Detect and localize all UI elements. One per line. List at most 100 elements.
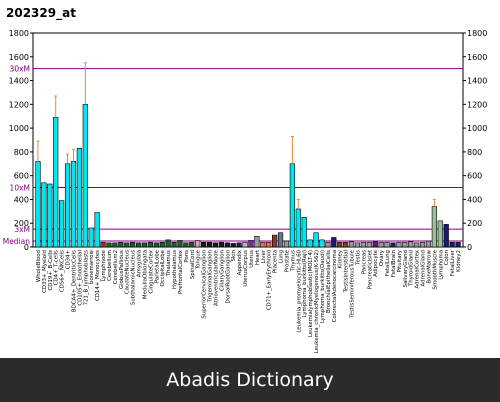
y-tick-label-left: 1400 xyxy=(9,77,29,86)
bar xyxy=(206,241,213,248)
x-tick-label: Pons xyxy=(184,250,190,263)
bar xyxy=(402,241,408,248)
x-tick-label: WholeBlood xyxy=(36,250,42,282)
bar xyxy=(135,242,142,248)
bar xyxy=(295,208,301,248)
bar xyxy=(248,240,254,248)
bar xyxy=(212,242,219,248)
x-tick-label: UterusCorpus xyxy=(243,250,249,287)
bar xyxy=(283,240,290,248)
bar xyxy=(183,242,189,248)
y-tick-label-right: 1000 xyxy=(467,124,487,133)
x-tick-label: Tongue xyxy=(196,249,202,270)
bar xyxy=(443,224,449,248)
bar xyxy=(41,182,47,248)
bar xyxy=(301,216,307,248)
x-tick-label: SubthalamicNucleus xyxy=(131,250,137,305)
bar xyxy=(124,242,130,248)
x-tick-label: Appendix xyxy=(237,249,243,275)
x-tick-label: CD56+_NKCells xyxy=(60,250,66,292)
x-tick-label: CingulateCortex xyxy=(148,249,154,293)
bar xyxy=(449,241,455,248)
bar xyxy=(88,227,94,248)
bar xyxy=(165,239,171,248)
bar xyxy=(82,104,88,248)
bar xyxy=(59,200,65,248)
bar xyxy=(76,148,82,248)
y-tick-label-right: 400 xyxy=(467,195,482,204)
x-tick-label: Cerebellum xyxy=(107,250,113,281)
y-tick-label-left: 1200 xyxy=(9,100,29,109)
reference-line-label: 10xM xyxy=(10,184,30,193)
bar xyxy=(100,241,106,248)
bar xyxy=(431,206,437,248)
bar xyxy=(35,161,41,248)
x-tick-label: CD4+_T-cells xyxy=(54,250,60,286)
y-tick-label-left: 600 xyxy=(14,172,29,181)
bar xyxy=(47,183,53,248)
x-tick-label: Pituitary xyxy=(397,249,403,272)
y-tick-label-right: 1600 xyxy=(467,53,487,62)
bar xyxy=(378,241,384,248)
x-tick-label: Ovary xyxy=(379,249,385,266)
x-tick-label: Testis xyxy=(355,250,361,266)
x-tick-label: FetalLung xyxy=(385,250,391,276)
x-tick-label: Leukemia_chronicMyelogenous(K-562) xyxy=(314,250,320,353)
x-tick-label: TestisInterstitial xyxy=(344,250,350,293)
bar xyxy=(106,242,112,248)
bar xyxy=(319,239,325,248)
bar xyxy=(118,241,124,248)
bar xyxy=(201,241,207,248)
y-tick-label-left: 400 xyxy=(14,195,29,204)
x-tick-label: bonemarrow xyxy=(89,249,95,284)
x-tick-label: ParietalLobe xyxy=(154,249,160,283)
bar xyxy=(414,242,420,248)
x-tick-label: Liver xyxy=(261,249,267,263)
x-tick-label: Skin xyxy=(231,250,237,261)
x-tick-label: Amygdala xyxy=(137,250,143,277)
expression-bar-chart: 202329_at 0 0 200 200 400 400 600 600 800 800 1000… xyxy=(3,6,488,353)
x-tick-label: SpinalCord xyxy=(190,250,196,279)
x-tick-label: CiliaryGanglion xyxy=(219,250,225,291)
x-tick-label: Kidney xyxy=(338,249,344,268)
bar xyxy=(455,241,461,248)
bar xyxy=(94,212,100,248)
x-tick-label: Thalamus xyxy=(166,250,172,277)
reference-line-label: 30xM xyxy=(10,65,30,74)
y-tick-label-right: 1800 xyxy=(467,29,487,38)
x-tick-label: Hypothalamus xyxy=(172,250,178,289)
bar xyxy=(343,241,349,248)
x-tick-label: TrigeminalGanglion xyxy=(208,250,214,303)
plot-frame xyxy=(32,32,464,248)
bar xyxy=(372,241,378,248)
bar xyxy=(348,241,355,248)
bar xyxy=(70,161,77,248)
x-tick-label: Lymphoma xyxy=(438,250,444,280)
x-tick-label: Adipocyte xyxy=(373,249,379,276)
bar xyxy=(112,242,118,248)
x-tick-label: CD34+ xyxy=(66,250,72,269)
x-tick-label: Cerebellum2 xyxy=(113,250,119,284)
bar xyxy=(289,163,295,248)
bar xyxy=(425,240,432,248)
bar xyxy=(384,241,390,248)
x-tick-label: AdrenalCortex xyxy=(415,249,421,288)
y-tick-label-left: 0 xyxy=(24,243,29,252)
bar xyxy=(254,236,260,248)
x-tick-label: Pancreas xyxy=(361,250,367,274)
x-tick-label: Colon xyxy=(444,250,450,265)
bar xyxy=(260,241,266,248)
x-tick-label: SuperiorCervicalGanglion xyxy=(202,250,208,319)
x-tick-label: CD105+_Endothelial xyxy=(77,250,83,306)
y-tick-label-right: 1400 xyxy=(467,77,487,86)
x-tick-label: SalivaryGland xyxy=(403,250,409,287)
x-tick-label: BoneMarrow xyxy=(426,249,432,283)
bar xyxy=(313,232,319,248)
bar xyxy=(366,241,372,248)
bar xyxy=(141,242,148,248)
bar xyxy=(218,241,224,248)
x-tick-label: Leukemialymphoblastic(MOLT-4) xyxy=(308,250,314,337)
site-banner: Abadis Dictionary xyxy=(0,358,500,402)
x-tick-label: Kidney2 xyxy=(456,250,462,272)
y-tick-label-right: 800 xyxy=(467,148,482,157)
